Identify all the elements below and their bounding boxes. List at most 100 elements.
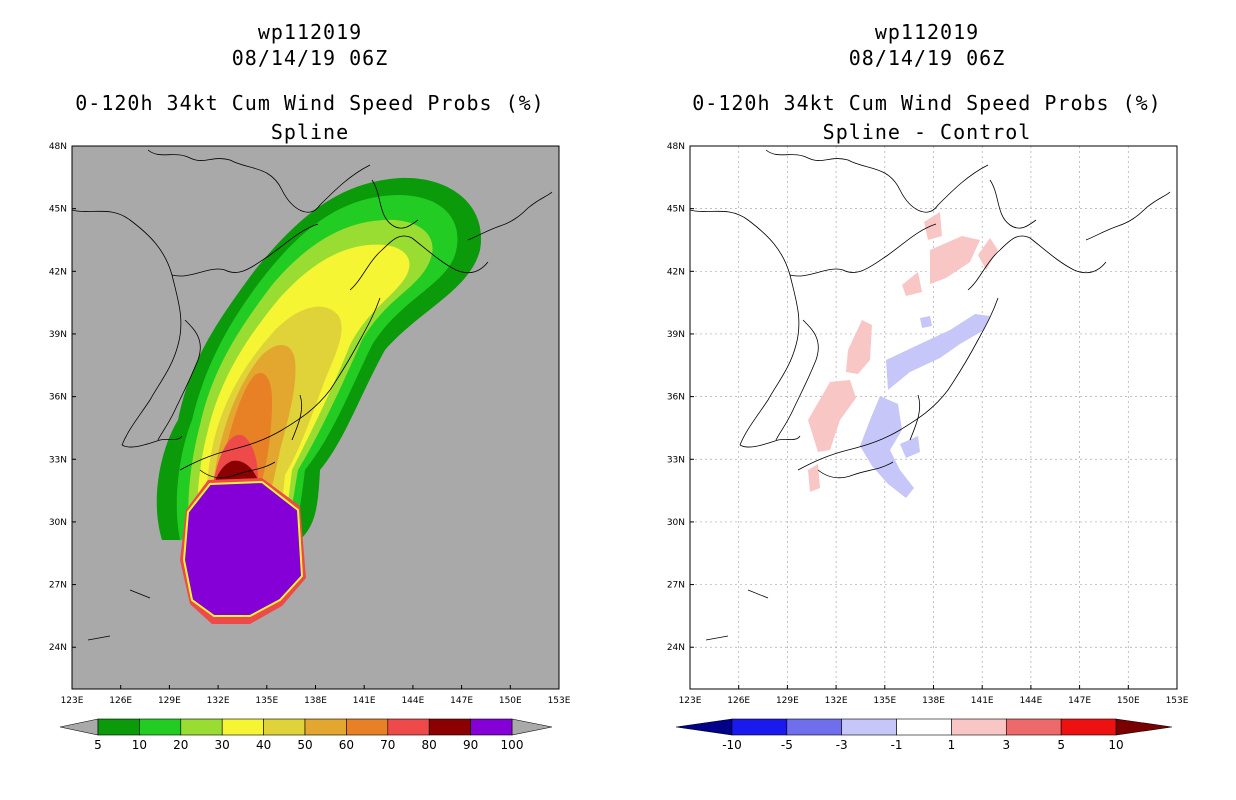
y-tick-label: 33N [667, 455, 685, 465]
y-tick-label: 30N [49, 518, 67, 528]
colorbar-label: 100 [501, 738, 524, 752]
colorbar-cell [139, 718, 182, 736]
colorbar-label: 3 [1002, 738, 1010, 752]
left-title-method: Spline [270, 120, 350, 144]
colorbar-label: 70 [380, 738, 395, 752]
y-tick-label: 36N [49, 393, 67, 403]
left-map-panel: 123E 126E 129E 132E 135E 138E 141E 144E 147E 150E… [49, 142, 571, 706]
colorbar-cell [387, 718, 430, 736]
colorbar-label: 60 [339, 738, 354, 752]
right-colorbar: -10 -5 -3 -1 1 3 5 10 [675, 718, 1173, 752]
colorbar-cell [731, 718, 788, 736]
colorbar-label: 5 [1057, 738, 1065, 752]
colorbar-cell [346, 718, 389, 736]
x-tick-label: 132E [825, 696, 848, 706]
colorbar-label: 50 [297, 738, 312, 752]
colorbar-cell [97, 718, 140, 736]
y-tick-label: 39N [667, 330, 685, 340]
x-tick-label: 138E [922, 696, 945, 706]
colorbar-high-triangle [1115, 718, 1173, 736]
right-title-method: Spline - Control [822, 120, 1032, 144]
diff-positive-c [978, 238, 998, 270]
left-title-product: 0-120h 34kt Cum Wind Speed Probs (%) [75, 91, 545, 115]
y-tick-label: 39N [49, 330, 67, 340]
x-tick-label: 123E [679, 696, 702, 706]
left-axis-ticks: 123E 126E 129E 132E 135E 138E 141E 144E 147E 150E… [49, 142, 571, 706]
colorbar-label: 80 [422, 738, 437, 752]
x-tick-label: 144E [401, 696, 424, 706]
colorbar-cell [1060, 718, 1117, 736]
y-tick-label: 48N [49, 142, 67, 152]
colorbar-cell [896, 718, 952, 736]
colorbar-cell [1005, 718, 1062, 736]
diff-negative-b [860, 396, 914, 498]
x-tick-label: 135E [873, 696, 896, 706]
diff-positive-e [846, 320, 872, 374]
colorbar-label: 1 [948, 738, 956, 752]
x-tick-label: 123E [61, 696, 84, 706]
colorbar-cell [470, 718, 513, 736]
x-tick-label: 126E [727, 696, 750, 706]
right-title-product: 0-120h 34kt Cum Wind Speed Probs (%) [692, 91, 1162, 115]
colorbar-cell [221, 718, 264, 736]
right-difference-field [690, 149, 1171, 641]
left-title-date: 08/14/19 06Z [231, 46, 389, 70]
colorbar-label: 40 [256, 738, 271, 752]
right-axis-ticks: 123E 126E 129E 132E 135E 138E 141E 144E 147E 150E… [667, 142, 1189, 706]
y-tick-label: 27N [667, 581, 685, 591]
x-tick-label: 150E [1117, 696, 1140, 706]
right-coastlines [690, 149, 1171, 641]
colorbar-label: -10 [722, 738, 742, 752]
y-tick-label: 45N [49, 205, 67, 215]
y-tick-label: 42N [667, 267, 685, 277]
right-title-storm: wp112019 [874, 20, 980, 44]
colorbar-low-triangle [59, 718, 99, 736]
left-coastlines [72, 149, 553, 641]
colorbar-cell [180, 718, 223, 736]
x-tick-label: 147E [1068, 696, 1091, 706]
diff-positive-a [924, 212, 942, 240]
x-tick-label: 141E [971, 696, 994, 706]
diff-positive-g [808, 464, 820, 492]
colorbar-label: 5 [94, 738, 102, 752]
colorbar-label: 10 [132, 738, 147, 752]
x-tick-label: 141E [353, 696, 376, 706]
y-tick-label: 48N [667, 142, 685, 152]
x-tick-label: 129E [158, 696, 181, 706]
y-tick-label: 36N [667, 393, 685, 403]
colorbar-label: 30 [215, 738, 230, 752]
colorbar-cell [304, 718, 347, 736]
x-tick-label: 126E [109, 696, 132, 706]
x-tick-label: 135E [255, 696, 278, 706]
colorbar-label: -1 [891, 738, 903, 752]
colorbar-cell [428, 718, 471, 736]
colorbar-cell [263, 718, 306, 736]
x-tick-label: 138E [304, 696, 327, 706]
colorbar-label: 10 [1108, 738, 1123, 752]
colorbar-high-triangle [511, 718, 553, 736]
left-colorbar: 5 10 20 30 40 50 60 70 80 90 100 [59, 718, 553, 752]
diff-negative-a [886, 314, 990, 390]
left-probability-field [72, 149, 553, 641]
diff-negative-d [900, 436, 920, 458]
right-title-date: 08/14/19 06Z [848, 46, 1006, 70]
colorbar-label: -3 [836, 738, 848, 752]
diff-positive-b [930, 236, 980, 284]
colorbar-cell [841, 718, 897, 736]
y-tick-label: 45N [667, 205, 685, 215]
colorbar-cell [951, 718, 1007, 736]
x-tick-label: 153E [1166, 696, 1189, 706]
right-map-panel: 123E 126E 129E 132E 135E 138E 141E 144E 147E 150E… [667, 142, 1189, 706]
colorbar-label: 90 [463, 738, 478, 752]
x-tick-label: 129E [776, 696, 799, 706]
left-title-storm: wp112019 [257, 20, 363, 44]
diff-positive-f [808, 380, 856, 452]
x-tick-label: 132E [207, 696, 230, 706]
y-tick-label: 33N [49, 455, 67, 465]
y-tick-label: 24N [49, 643, 67, 653]
x-tick-label: 147E [450, 696, 473, 706]
colorbar-label: 20 [173, 738, 188, 752]
x-tick-label: 150E [499, 696, 522, 706]
y-tick-label: 42N [49, 267, 67, 277]
